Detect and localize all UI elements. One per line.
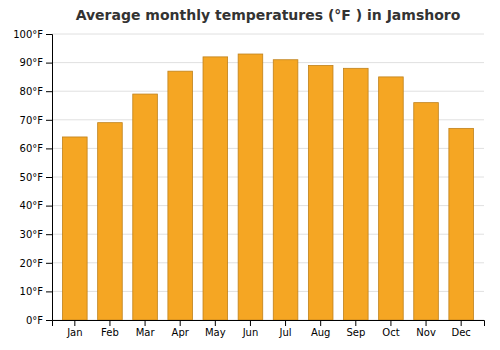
tick: 50°F [20, 172, 52, 183]
tick-label: Sep [346, 327, 365, 338]
tick-mark [46, 234, 52, 235]
tick: Jun [242, 320, 259, 338]
tick-label: 90°F [20, 57, 44, 68]
tick-label: 40°F [20, 200, 44, 211]
tick-label: 20°F [20, 258, 44, 269]
tick-label: Dec [451, 327, 470, 338]
plot: 0°F 10°F 20°F 30°F 40°F 50°F 60°F 70°F 80°F 90°F 1… [13, 29, 484, 338]
bar [133, 94, 158, 320]
tick: Nov [416, 320, 436, 338]
tick-mark [74, 320, 75, 326]
bar [414, 103, 439, 320]
tick-mark [180, 320, 181, 326]
tick-mark [145, 320, 146, 326]
tick-mark [46, 63, 52, 64]
tick-mark [426, 320, 427, 326]
tick-mark [46, 320, 52, 321]
tick: Dec [451, 320, 470, 338]
tick-mark [320, 320, 321, 326]
tick: Sep [346, 320, 365, 338]
tick-label: Apr [172, 327, 190, 338]
y-axis: 0°F 10°F 20°F 30°F 40°F 50°F 60°F 70°F 80°F 90°F 1… [13, 29, 52, 326]
tick-label: Jan [66, 327, 82, 338]
tick: Feb [101, 320, 119, 338]
grid [52, 34, 484, 320]
tick-label: 100°F [13, 29, 43, 40]
tick: 100°F [13, 29, 52, 40]
tick-mark [46, 206, 52, 207]
tick-mark [46, 177, 52, 178]
tick-label: May [205, 327, 226, 338]
tick-mark [109, 320, 110, 326]
tick-mark [46, 120, 52, 121]
tick-label: 0°F [26, 315, 43, 326]
tick: 30°F [20, 229, 52, 240]
tick-label: 50°F [20, 172, 44, 183]
tick-mark [285, 320, 286, 326]
tick: Apr [172, 320, 190, 338]
tick: Aug [311, 320, 331, 338]
tick-mark [461, 320, 462, 326]
bar [379, 77, 404, 320]
tick: 20°F [20, 258, 52, 269]
tick-mark [215, 320, 216, 326]
bar [308, 65, 333, 320]
tick-mark [46, 291, 52, 292]
tick-label: Jul [279, 327, 292, 338]
tick-label: Mar [136, 327, 156, 338]
tick: 40°F [20, 200, 52, 211]
tick: Mar [136, 320, 156, 338]
tick: 70°F [20, 115, 52, 126]
tick-label: 30°F [20, 229, 44, 240]
tick-mark [390, 320, 391, 326]
bar [203, 57, 228, 320]
tick: Jan [66, 320, 82, 338]
grid-line [52, 34, 484, 35]
bars [63, 54, 474, 320]
tick-label: Jun [242, 327, 259, 338]
tick: Jul [279, 320, 292, 338]
tick-label: Oct [382, 327, 399, 338]
tick: May [205, 320, 226, 338]
grid-line [52, 62, 484, 63]
tick-mark [46, 91, 52, 92]
tick: 90°F [20, 57, 52, 68]
tick-mark [355, 320, 356, 326]
tick-label: 70°F [20, 115, 44, 126]
tick: 0°F [26, 315, 52, 326]
tick-label: 10°F [20, 286, 44, 297]
bar [273, 60, 298, 320]
bar [168, 71, 193, 320]
x-axis: Jan Feb Mar Apr May Jun Jul Aug Sep Oct Nov Dec [53, 320, 485, 338]
grid-line [52, 91, 484, 92]
tick: Oct [382, 320, 399, 338]
bar [98, 123, 123, 320]
tick: 60°F [20, 143, 52, 154]
bar [238, 54, 263, 320]
title: Average monthly temperatures (°F ) in Ja… [76, 7, 461, 23]
tick-label: Feb [101, 327, 119, 338]
tick-label: 80°F [20, 86, 44, 97]
chart: 0°F 10°F 20°F 30°F 40°F 50°F 60°F 70°F 80°F 90°F 1… [0, 0, 500, 350]
tick-mark [46, 148, 52, 149]
tick-label: Nov [416, 327, 436, 338]
tick-mark [46, 263, 52, 264]
axis-line [53, 321, 485, 327]
tick: 80°F [20, 86, 52, 97]
tick: 10°F [20, 286, 52, 297]
tick-mark [250, 320, 251, 326]
bar [63, 137, 88, 320]
tick-label: Aug [311, 327, 331, 338]
bar [449, 128, 474, 320]
bar [344, 68, 369, 320]
tick-mark [46, 34, 52, 35]
tick-label: 60°F [20, 143, 44, 154]
axis-line [46, 35, 53, 321]
